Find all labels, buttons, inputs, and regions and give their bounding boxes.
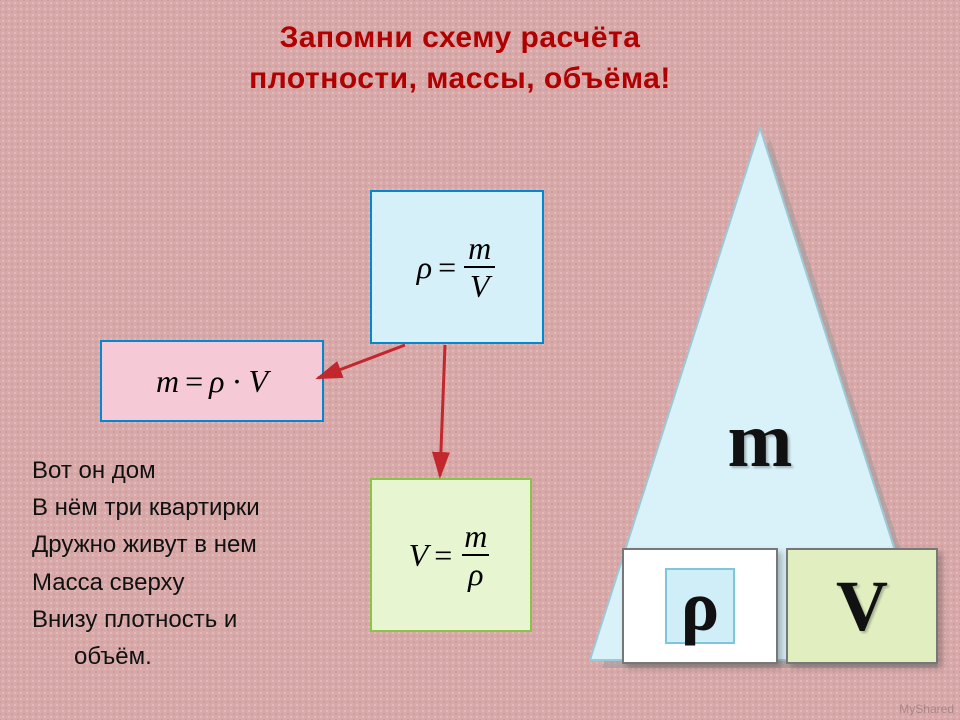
formula-box-v: V = m ρ: [370, 478, 532, 632]
page-title: Запомни схему расчёта плотности, массы, …: [0, 18, 920, 99]
rho-lhs: ρ: [417, 249, 432, 286]
watermark: MyShared: [899, 702, 954, 716]
poem-line-indent: объём.: [32, 638, 260, 675]
v-lhs: V: [409, 537, 429, 574]
equals-sign: =: [432, 249, 462, 286]
title-line-1: Запомни схему расчёта: [280, 21, 641, 54]
fraction-v: m ρ: [458, 520, 493, 590]
poem-line: Вот он дом: [32, 452, 260, 489]
triangle-m-label: m: [580, 395, 940, 485]
triangle-rho-box: ρ: [622, 548, 778, 664]
poem-line: Дружно живут в нем: [32, 526, 260, 563]
equals-sign: =: [179, 363, 209, 400]
rho-num: m: [462, 232, 497, 266]
triangle-diagram: m ρ V: [580, 120, 940, 680]
rho-den: V: [464, 266, 496, 302]
formula-box-rho: ρ = m V: [370, 190, 544, 344]
title-line-2: плотности, массы, объёма!: [249, 62, 671, 95]
triangle-v-label: V: [836, 565, 888, 648]
poem-line: Внизу плотность и: [32, 601, 260, 638]
m-rhs: ρ · V: [209, 363, 268, 400]
poem-line: В нём три квартирки: [32, 489, 260, 526]
fraction-rho: m V: [462, 232, 497, 302]
triangle-v-box: V: [786, 548, 938, 664]
triangle-rho-label: ρ: [665, 568, 736, 644]
formula-box-m: m = ρ · V: [100, 340, 324, 422]
equals-sign: =: [428, 537, 458, 574]
mnemonic-poem: Вот он дом В нём три квартирки Дружно жи…: [32, 452, 260, 675]
m-lhs: m: [156, 363, 179, 400]
v-num: m: [458, 520, 493, 554]
v-den: ρ: [462, 554, 489, 590]
poem-line: Масса сверху: [32, 564, 260, 601]
